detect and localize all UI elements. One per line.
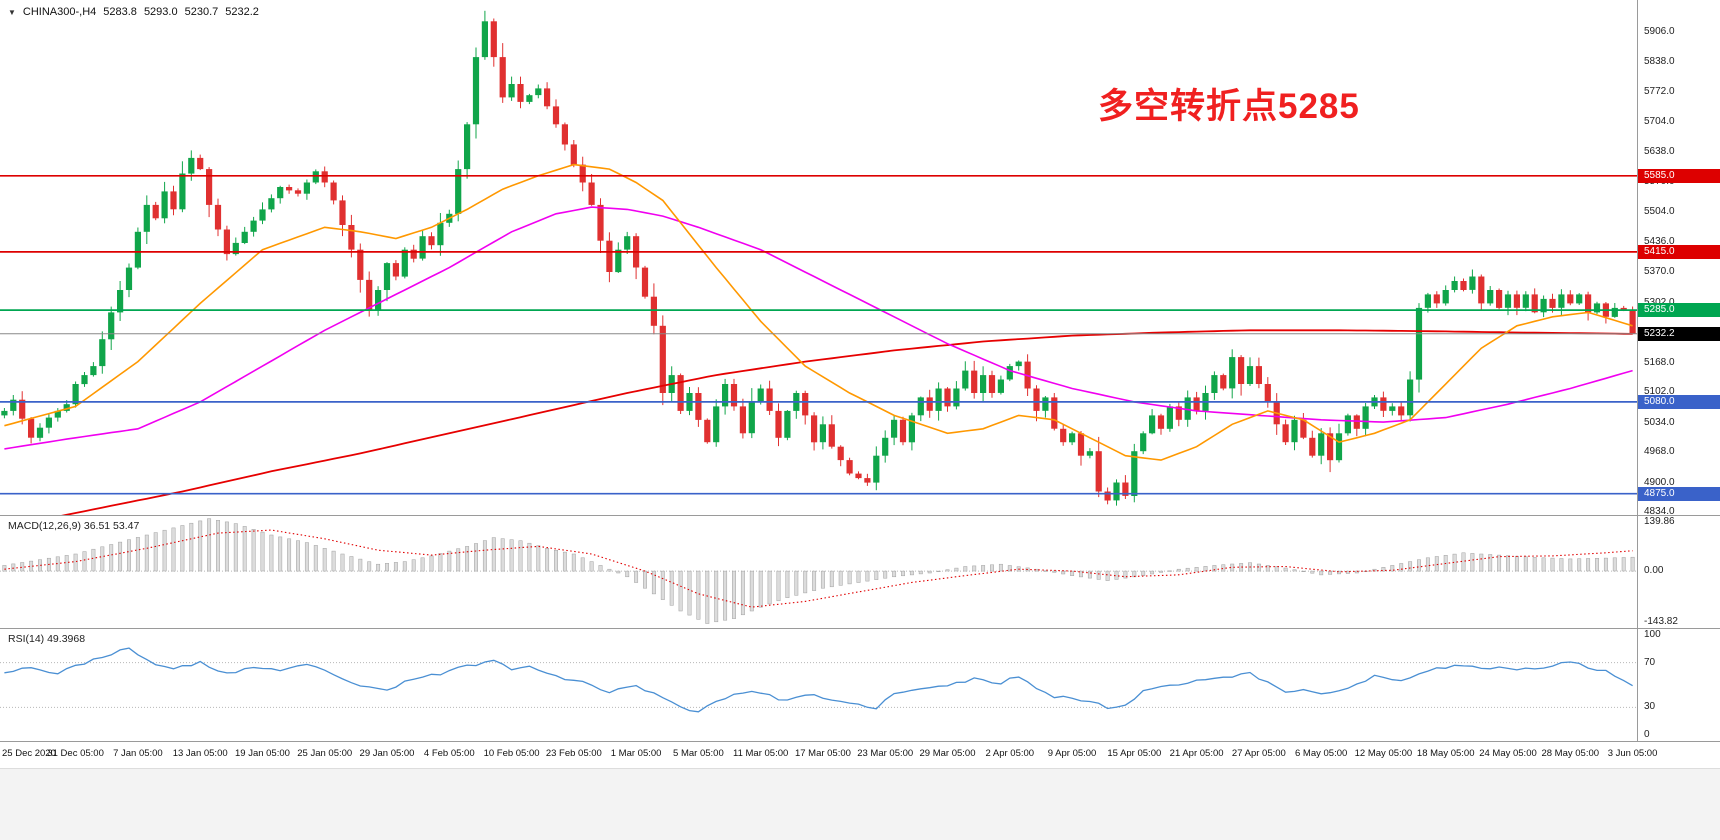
- time-axis-label: 18 May 05:00: [1416, 748, 1475, 759]
- time-axis-label: 17 Mar 05:00: [794, 748, 851, 759]
- time-axis-label: 12 May 05:00: [1354, 748, 1413, 759]
- time-axis-label: 23 Feb 05:00: [545, 748, 602, 759]
- ma-fast-line: [4, 163, 1633, 461]
- macd-axis: 139.86 0.00 -143.82: [1638, 516, 1720, 628]
- macd-signal-line: [4, 529, 1633, 608]
- axis-label: 5772.0: [1644, 86, 1675, 98]
- macd-histogram: [2, 518, 1635, 624]
- rsi-line: [4, 647, 1633, 713]
- time-axis-label: 19 Jan 05:00: [234, 748, 290, 759]
- time-axis-label: 21 Apr 05:00: [1169, 748, 1224, 759]
- time-axis-label: 27 Apr 05:00: [1231, 748, 1286, 759]
- macd-canvas[interactable]: [0, 516, 1637, 628]
- macd-label: MACD(12,26,9) 36.51 53.47: [8, 520, 140, 532]
- price-axis[interactable]: 5906.05838.05772.05704.05638.05570.05504…: [1638, 0, 1720, 515]
- panel-separator[interactable]: [0, 741, 1720, 742]
- candlestick-series: [1, 10, 1636, 506]
- axis-separator: [1637, 0, 1638, 741]
- price-tag-5080.0: 5080.0: [1638, 394, 1720, 409]
- time-axis-label: 29 Mar 05:00: [919, 748, 976, 759]
- rsi-label: RSI(14) 49.3968: [8, 633, 86, 645]
- price-tag-5415.0: 5415.0: [1638, 244, 1720, 259]
- chart-dropdown-icon[interactable]: ▼: [8, 7, 16, 17]
- time-axis-label: 11 Mar 05:00: [733, 748, 789, 759]
- macd-panel: MACD(12,26,9) 36.51 53.47 139.86 0.00 -143…: [0, 516, 1720, 628]
- time-axis-label: 29 Jan 05:00: [359, 748, 415, 759]
- panel-separator[interactable]: [0, 628, 1720, 629]
- axis-label: 5504.0: [1644, 206, 1675, 218]
- axis-label: 30: [1644, 701, 1656, 713]
- axis-label: 0.00: [1644, 565, 1664, 577]
- time-axis-label: 2 Apr 05:00: [985, 748, 1035, 759]
- ohlc-low: 5230.7: [184, 6, 219, 18]
- axis-label: 5302.0: [1644, 296, 1675, 308]
- footer-strip: [0, 768, 1720, 840]
- price-tag-5285.0: 5285.0: [1638, 303, 1720, 318]
- axis-label: 139.86: [1644, 516, 1675, 527]
- price-tag-4875.0: 4875.0: [1638, 486, 1720, 501]
- axis-label: 5436.0: [1644, 236, 1675, 248]
- ma-slow-line: [61, 329, 1633, 515]
- rsi-canvas[interactable]: [0, 629, 1637, 741]
- time-axis-label: 10 Feb 05:00: [483, 748, 540, 759]
- axis-label: 4834.0: [1644, 506, 1675, 515]
- price-tag-5585.0: 5585.0: [1638, 168, 1720, 183]
- axis-label: 5906.0: [1644, 26, 1675, 38]
- axis-label: 5168.0: [1644, 356, 1675, 368]
- time-axis-label: 4 Feb 05:00: [423, 748, 475, 759]
- annotation-text: 多空转折点5285: [1098, 87, 1360, 126]
- time-axis-label: 23 Mar 05:00: [857, 748, 914, 759]
- panel-separator[interactable]: [0, 515, 1720, 516]
- axis-label: 5370.0: [1644, 266, 1675, 278]
- time-axis-label: 1 Mar 05:00: [610, 748, 662, 759]
- time-axis-label: 24 May 05:00: [1479, 748, 1537, 759]
- symbol-name: CHINA300-,H4: [22, 6, 97, 18]
- time-axis-label: 13 Jan 05:00: [172, 748, 228, 759]
- ma-mid-line: [4, 206, 1633, 450]
- axis-label: 0: [1644, 729, 1650, 740]
- time-axis-label: 28 May 05:00: [1541, 748, 1600, 759]
- axis-label: 5638.0: [1644, 146, 1675, 158]
- axis-label: 5838.0: [1644, 56, 1675, 68]
- ohlc-high: 5293.0: [143, 6, 178, 18]
- time-axis-label: 6 May 05:00: [1295, 748, 1348, 759]
- time-axis-label: 15 Apr 05:00: [1107, 748, 1162, 759]
- time-axis-label: 7 Jan 05:00: [113, 748, 163, 759]
- price-tag-5232.2: 5232.2: [1638, 326, 1720, 341]
- axis-label: 5034.0: [1644, 416, 1675, 428]
- rsi-panel: RSI(14) 49.3968 100 70 30 0: [0, 629, 1720, 741]
- axis-label: -143.82: [1644, 616, 1678, 627]
- main-chart-canvas[interactable]: [0, 0, 1637, 515]
- axis-label: 70: [1644, 656, 1656, 668]
- time-axis-label: 9 Apr 05:00: [1047, 748, 1097, 759]
- symbol-ohlc-line: ▼ CHINA300-,H4 5283.8 5293.0 5230.7 5232…: [8, 6, 259, 18]
- axis-label: 5704.0: [1644, 116, 1675, 128]
- ohlc-close: 5232.2: [225, 6, 259, 18]
- time-axis-label: 5 Mar 05:00: [673, 748, 724, 759]
- axis-label: 4968.0: [1644, 446, 1675, 458]
- time-axis-label: 25 Jan 05:00: [297, 748, 353, 759]
- time-axis-label: 31 Dec 05:00: [47, 748, 104, 759]
- rsi-axis: 100 70 30 0: [1638, 629, 1720, 741]
- time-axis-label: 25 Dec 2020: [2, 748, 56, 759]
- axis-label: 5102.0: [1644, 386, 1675, 398]
- time-axis[interactable]: 25 Dec 2020 31 Dec 05:00 7 Jan 05:00 13 Jan…: [0, 742, 1720, 768]
- axis-label: 100: [1644, 629, 1661, 640]
- ohlc-open: 5283.8: [103, 6, 137, 18]
- time-axis-label: 3 Jun 05:00: [1607, 748, 1658, 759]
- main-chart-panel: ▼ CHINA300-,H4 5283.8 5293.0 5230.7 5232…: [0, 0, 1720, 515]
- axis-label: 4900.0: [1644, 476, 1675, 488]
